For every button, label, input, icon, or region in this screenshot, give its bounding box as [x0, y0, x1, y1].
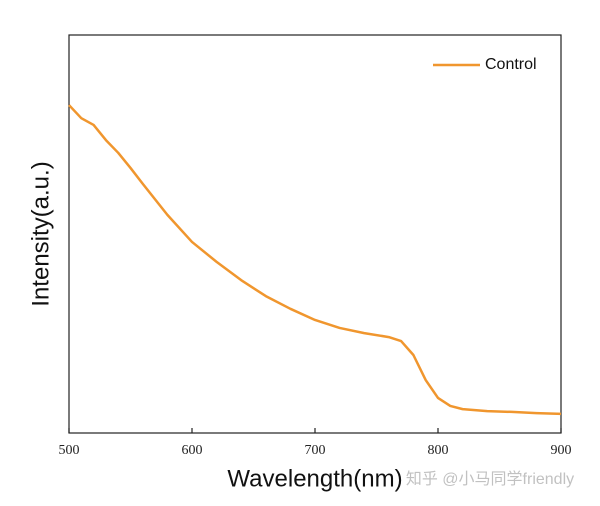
x-tick-label: 900 [551, 443, 572, 458]
x-axis-label: Wavelength(nm) [227, 465, 402, 492]
y-axis-label: Intensity(a.u.) [27, 161, 54, 306]
x-tick-label: 700 [305, 443, 326, 458]
data-line [68, 104, 562, 416]
legend-label: Control [485, 56, 537, 73]
x-tick-label: 800 [428, 443, 449, 458]
x-tick-label: 600 [182, 443, 203, 458]
x-tick-label: 500 [59, 443, 80, 458]
plot-frame [68, 34, 562, 434]
watermark: 知乎 @小马同学friendly [406, 470, 574, 488]
